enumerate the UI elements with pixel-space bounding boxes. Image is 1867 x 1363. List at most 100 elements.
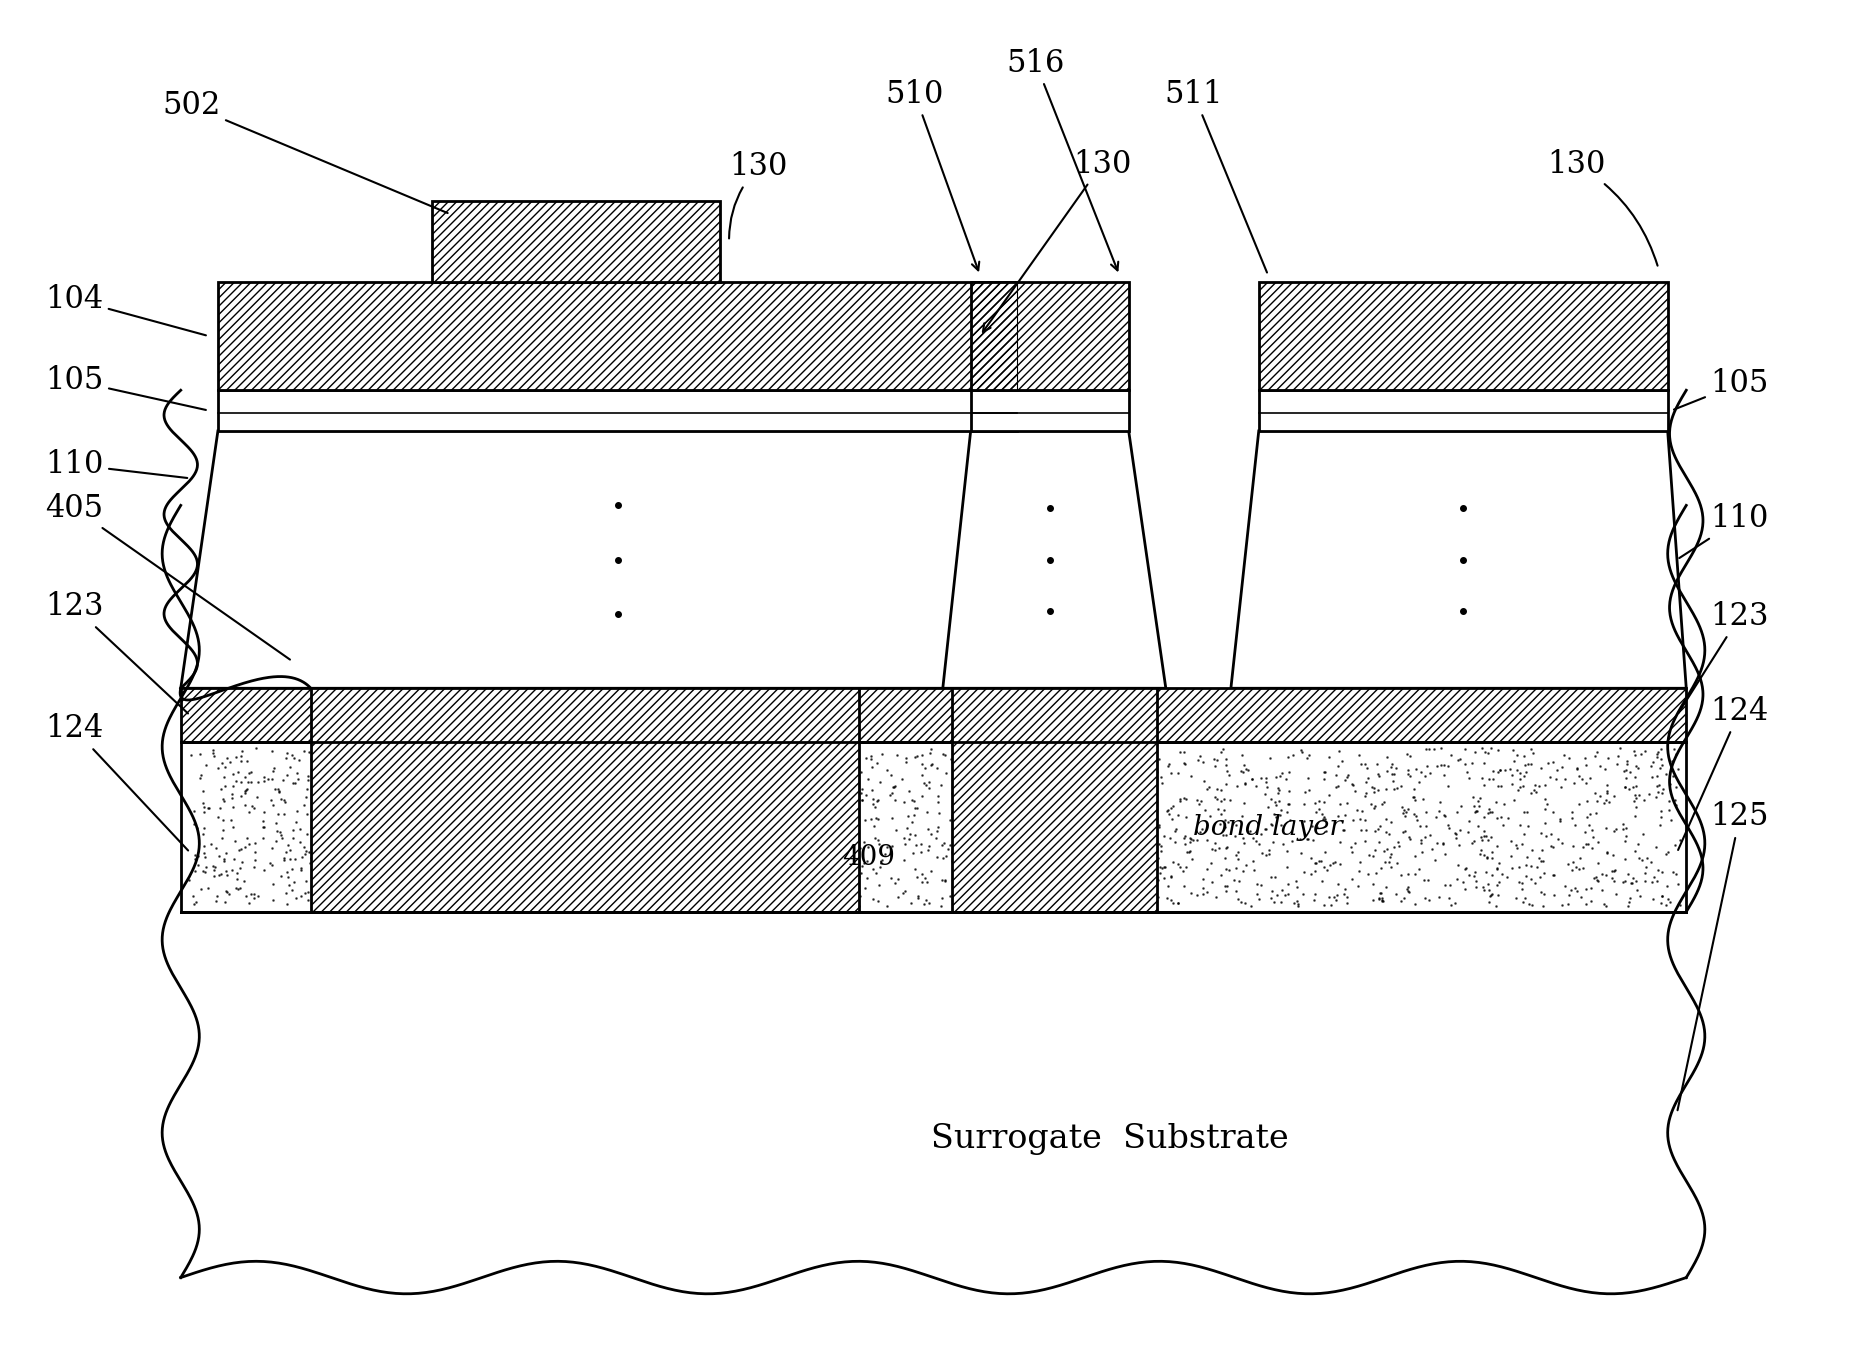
Point [851,784,881,806]
Point [1482,857,1512,879]
Point [370,874,400,895]
Point [1385,836,1415,857]
Point [1042,755,1072,777]
Point [1538,864,1568,886]
Point [584,744,614,766]
Point [344,851,373,872]
Point [1182,789,1212,811]
Point [480,781,510,803]
Point [758,801,788,823]
Point [233,762,263,784]
Point [1458,830,1488,852]
Point [442,870,472,891]
Point [336,751,366,773]
Point [1589,792,1619,814]
Point [1553,853,1583,875]
Point [232,780,261,801]
Point [1395,882,1425,904]
Point [517,837,547,859]
Point [1451,857,1481,879]
Point [1568,837,1598,859]
Point [765,811,795,833]
Point [920,827,950,849]
Point [743,870,773,891]
Point [452,833,482,855]
Point [814,857,844,879]
Point [1643,781,1673,803]
Point [1557,852,1587,874]
Point [670,774,700,796]
Point [205,845,235,867]
Point [640,875,670,897]
Point [941,867,971,889]
Point [1298,829,1327,851]
Point [721,823,751,845]
Point [724,874,754,895]
Point [1019,834,1049,856]
Point [1010,808,1040,830]
Point [521,810,551,831]
Point [1531,825,1561,846]
Point [988,831,1018,853]
Point [323,886,353,908]
Point [1382,756,1411,778]
Point [521,754,551,776]
Point [1223,848,1253,870]
Point [1501,834,1531,856]
Point [431,867,461,889]
Point [1622,879,1652,901]
Point [1221,825,1251,846]
Point [1109,782,1139,804]
Point [1118,822,1148,844]
Point [732,784,762,806]
Point [429,750,459,771]
Point [536,848,566,870]
Point [230,780,260,801]
Point [1098,842,1128,864]
Point [409,838,439,860]
Point [997,853,1027,875]
Point [1559,771,1589,793]
Point [913,840,943,861]
Point [183,855,213,876]
Point [484,857,513,879]
Point [988,874,1018,895]
Point [1656,891,1686,913]
Point [196,833,226,855]
Point [1307,803,1337,825]
Point [1365,765,1395,786]
Point [644,841,674,863]
Point [681,737,711,759]
Point [976,846,1006,868]
Point [217,786,246,808]
Point [715,744,745,766]
Point [381,829,411,851]
Point [1171,752,1200,774]
Point [258,795,288,816]
Point [1107,861,1137,883]
Point [1589,893,1619,915]
Point [1184,793,1214,815]
Point [909,773,939,795]
Point [291,840,321,861]
Point [1337,773,1367,795]
Point [1059,876,1088,898]
Point [1187,818,1217,840]
Point [1260,866,1290,887]
Point [1214,811,1243,833]
Point [1363,831,1393,853]
Point [480,740,510,762]
Point [616,778,646,800]
Point [446,748,476,770]
Point [379,803,409,825]
Point [967,885,997,906]
Point [345,845,375,867]
Point [1085,879,1115,901]
Point [304,827,334,849]
Point [732,806,762,827]
Point [1212,875,1242,897]
Point [1587,879,1617,901]
Point [1359,821,1389,842]
Point [239,883,269,905]
Point [1600,860,1630,882]
